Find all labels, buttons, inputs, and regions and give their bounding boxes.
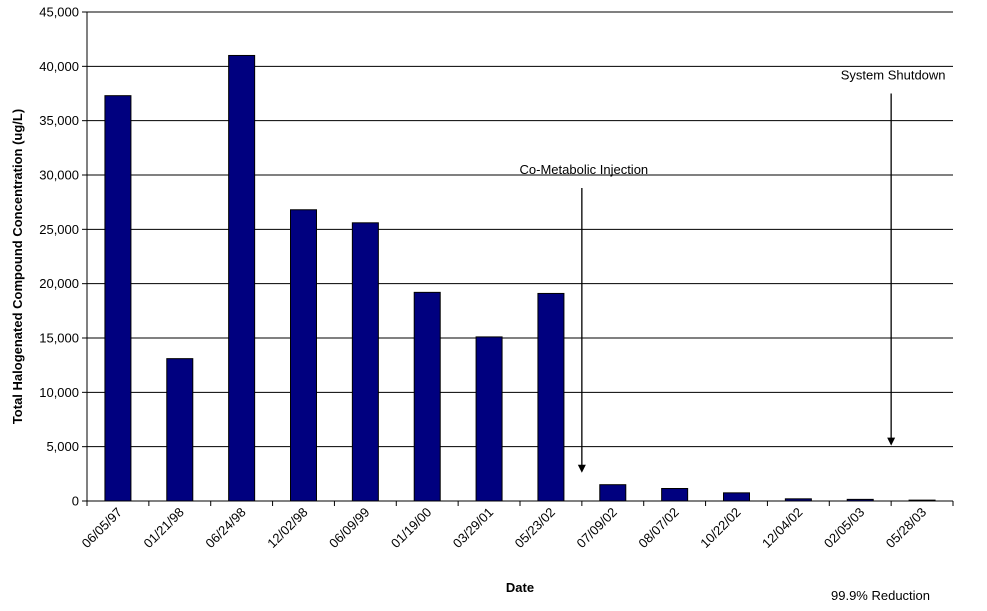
x-tick-label-12-04-02: 12/04/02 [759,505,805,551]
x-tick-label-06-09-99: 06/09/99 [326,505,372,551]
y-tick-label-8: 40,000 [39,59,79,74]
axes [82,11,954,506]
bar-01-19-00 [413,291,441,502]
bar-03-29-01 [475,336,503,502]
y-tick-label-4: 20,000 [39,276,79,291]
y-tick-labels: 0 5,000 10,000 15,000 20,000 25,000 30,000 35,0… [39,5,79,509]
bars [104,54,936,502]
bar-08-07-02 [661,488,689,502]
annotation-label-0: Co-Metabolic Injection [520,162,649,177]
x-axis-title: Date [506,580,534,595]
x-tick-labels: 06/05/97 01/21/98 06/24/98 12/02/98 06/09/99… [79,505,930,551]
bar-01-21-98 [166,358,194,502]
bar-06-09-99 [351,222,379,502]
gridlines [87,11,953,448]
x-tick-label-01-19-00: 01/19/00 [388,505,434,551]
bar-05-23-02 [537,292,565,502]
footnote: 99.9% Reduction [831,588,930,603]
annotations: Co-Metabolic Injection System Shutdown [520,68,946,473]
y-tick-label-2: 10,000 [39,385,79,400]
y-tick-label-7: 35,000 [39,113,79,128]
bar-10-22-02 [723,492,750,502]
y-axis-title: Total Halogenated Compound Concentration… [10,109,25,424]
x-tick-label-05-23-02: 05/23/02 [512,505,558,551]
y-tick-label-9: 45,000 [39,5,79,20]
x-tick-label-05-28-03: 05/28/03 [883,505,929,551]
x-tick-label-08-07-02: 08/07/02 [635,505,681,551]
x-tick-label-10-22-02: 10/22/02 [697,505,743,551]
x-tick-label-12-02-98: 12/02/98 [264,505,310,551]
bar-06-24-98 [228,54,256,502]
annotation-label-1: System Shutdown [841,68,946,83]
x-tick-label-02-05-03: 02/05/03 [821,505,867,551]
y-tick-label-0: 0 [72,494,79,509]
y-tick-label-3: 15,000 [39,331,79,346]
y-tick-label-1: 5,000 [46,439,79,454]
annotation-arrowhead-0 [577,464,586,473]
x-tick-label-07-09-02: 07/09/02 [574,505,620,551]
x-tick-label-06-05-97: 06/05/97 [79,505,125,551]
bar-07-09-02 [599,484,627,502]
y-tick-label-6: 30,000 [39,168,79,183]
bar-06-05-97 [104,95,132,502]
x-tick-label-03-29-01: 03/29/01 [450,505,496,551]
x-tick-label-06-24-98: 06/24/98 [202,505,248,551]
x-tick-label-01-21-98: 01/21/98 [141,505,187,551]
bar-12-02-98 [290,209,317,502]
annotation-arrowhead-1 [887,437,896,446]
y-tick-label-5: 25,000 [39,222,79,237]
